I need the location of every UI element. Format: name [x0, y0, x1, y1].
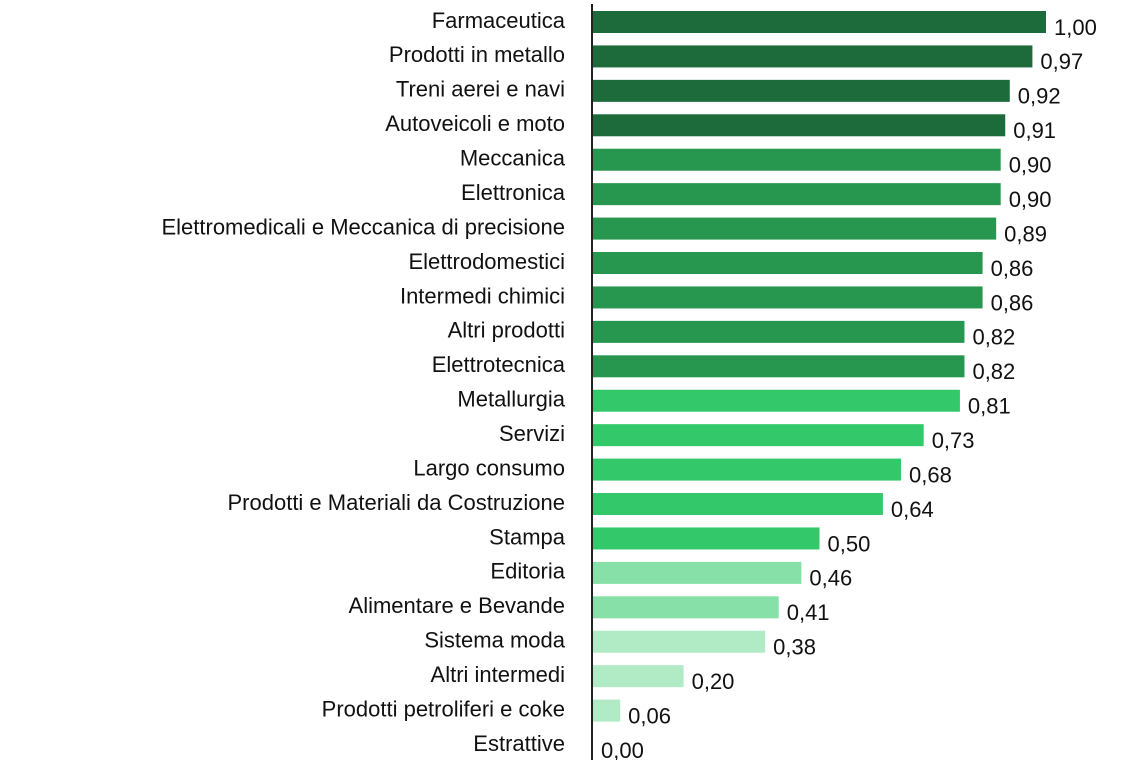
category-label: Largo consumo [413, 455, 565, 480]
bar [593, 630, 766, 653]
bar [593, 699, 621, 722]
category-label: Stampa [489, 524, 566, 549]
value-label: 0,89 [1004, 221, 1047, 246]
bar [593, 217, 997, 240]
bar [593, 114, 1006, 137]
value-label: 0,00 [601, 738, 644, 760]
category-label: Autoveicoli e moto [385, 111, 565, 136]
category-label: Estrattive [473, 731, 565, 756]
bar [593, 183, 1001, 206]
bar [593, 11, 1046, 33]
value-label: 0,38 [773, 635, 816, 660]
bar [593, 527, 820, 550]
bar [593, 596, 779, 619]
category-label: Servizi [499, 421, 565, 446]
category-label: Prodotti petroliferi e coke [322, 696, 565, 721]
category-label: Farmaceutica [432, 8, 566, 33]
category-label: Altri intermedi [431, 662, 565, 687]
value-label: 0,86 [991, 256, 1034, 281]
value-label: 0,41 [787, 600, 830, 625]
bar [593, 320, 965, 343]
category-label: Prodotti e Materiali da Costruzione [228, 490, 566, 515]
value-label: 0,81 [968, 394, 1011, 419]
category-label: Treni aerei e navi [396, 77, 565, 102]
bar [593, 79, 1010, 102]
bar [593, 286, 983, 309]
bar [593, 424, 924, 447]
category-label: Alimentare e Bevande [349, 593, 565, 618]
value-label: 0,20 [692, 669, 735, 694]
bar [593, 252, 983, 275]
value-label: 0,46 [809, 566, 852, 591]
bar [593, 561, 802, 584]
category-label: Elettromedicali e Meccanica di precision… [161, 214, 565, 239]
value-label: 0,73 [932, 428, 975, 453]
category-label: Sistema moda [424, 628, 565, 653]
value-label: 1,00 [1054, 15, 1097, 40]
category-label: Metallurgia [457, 387, 565, 412]
category-label: Altri prodotti [448, 318, 565, 343]
value-label: 0,82 [972, 359, 1015, 384]
value-label: 0,92 [1018, 84, 1061, 109]
category-label: Editoria [490, 559, 565, 584]
category-label: Intermedi chimici [400, 283, 565, 308]
value-label: 0,68 [909, 462, 952, 487]
category-label: Elettronica [461, 180, 566, 205]
value-label: 0,90 [1009, 153, 1052, 178]
value-label: 0,97 [1040, 49, 1083, 74]
bar [593, 458, 902, 481]
value-label: 0,91 [1013, 118, 1056, 143]
value-label: 0,90 [1009, 187, 1052, 212]
bar [593, 665, 684, 688]
bar [593, 45, 1033, 68]
value-label: 0,64 [891, 497, 934, 522]
value-label: 0,86 [991, 290, 1034, 315]
value-label: 0,50 [828, 531, 871, 556]
bar [593, 493, 883, 516]
value-label: 0,06 [628, 703, 671, 728]
category-label: Prodotti in metallo [389, 42, 565, 67]
bar [593, 389, 960, 412]
bar [593, 148, 1001, 171]
category-label: Elettrotecnica [432, 352, 566, 377]
category-label: Elettrodomestici [408, 249, 565, 274]
value-label: 0,82 [972, 325, 1015, 350]
bar [593, 355, 965, 378]
category-label: Meccanica [460, 146, 566, 171]
